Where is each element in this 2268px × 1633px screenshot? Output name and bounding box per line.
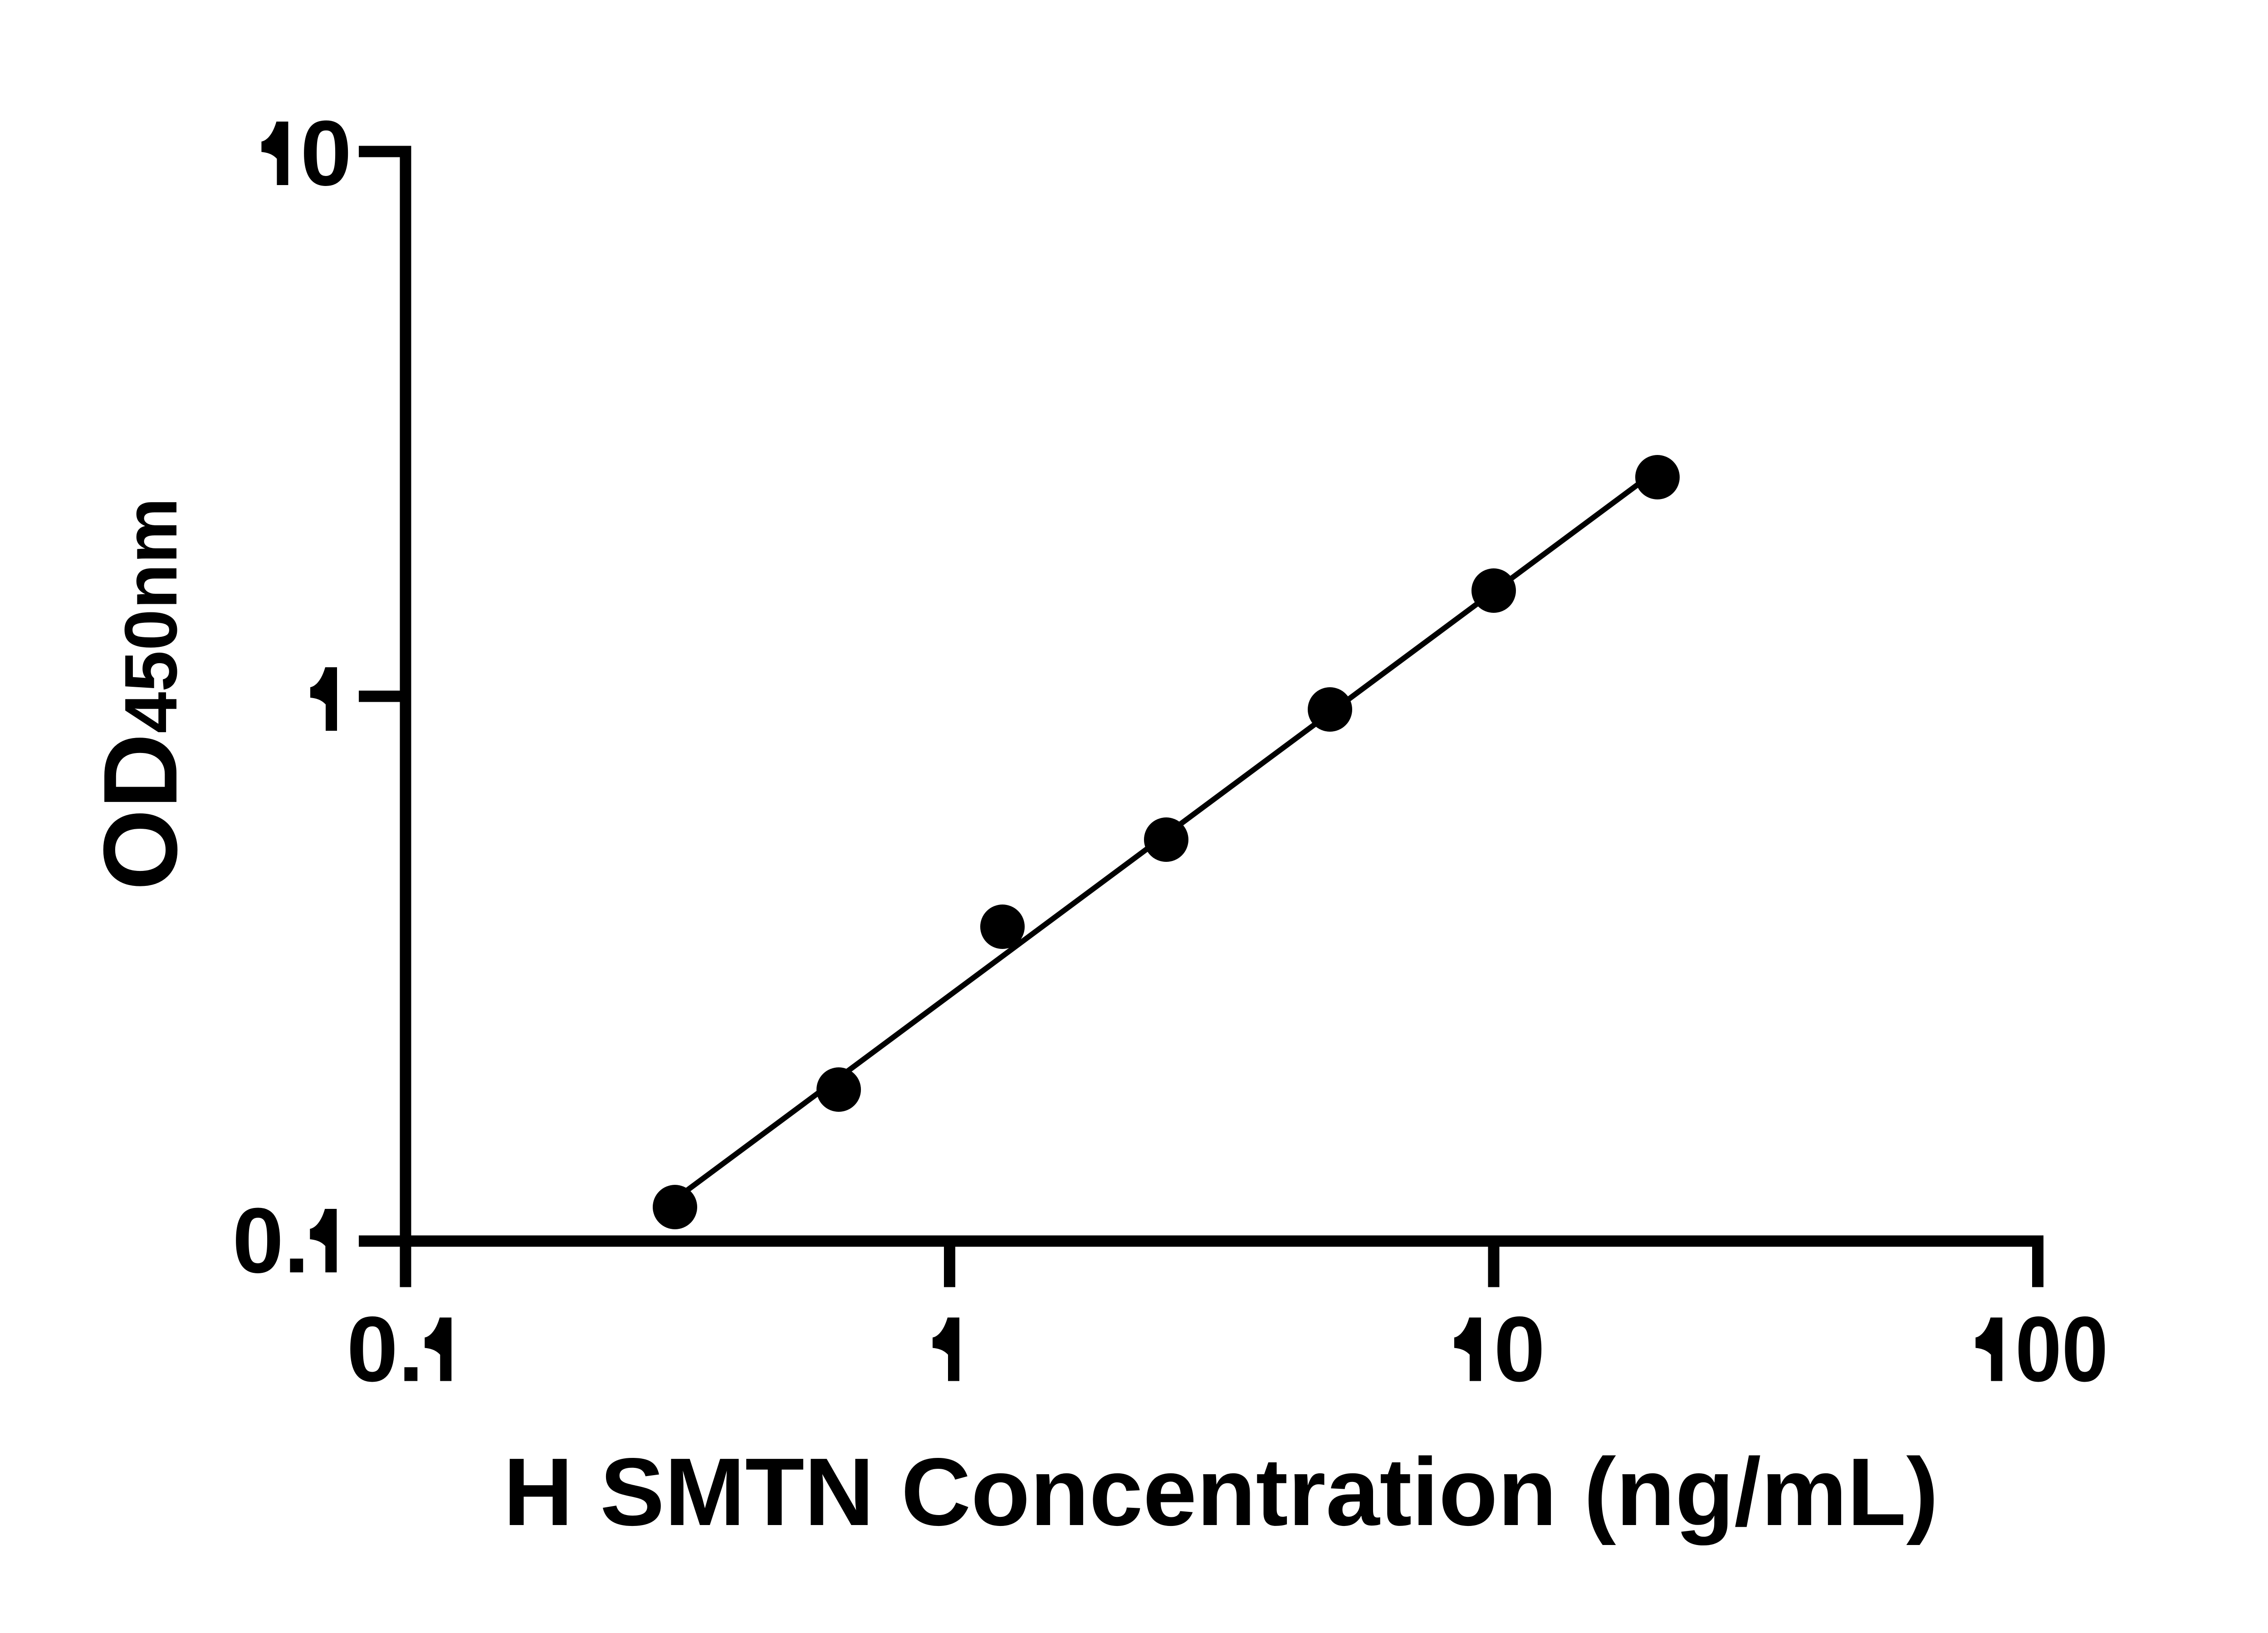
- svg-text:0: 0: [1494, 1298, 1545, 1401]
- svg-text:H SMTN Concentration (ng/mL): H SMTN Concentration (ng/mL): [503, 1438, 1939, 1545]
- svg-text:0: 0: [300, 102, 352, 205]
- svg-text:00: 00: [2015, 1298, 2108, 1401]
- svg-text:OD450nm: OD450nm: [82, 498, 199, 890]
- svg-text:0.: 0.: [232, 1189, 309, 1292]
- svg-text:0.: 0.: [347, 1298, 424, 1401]
